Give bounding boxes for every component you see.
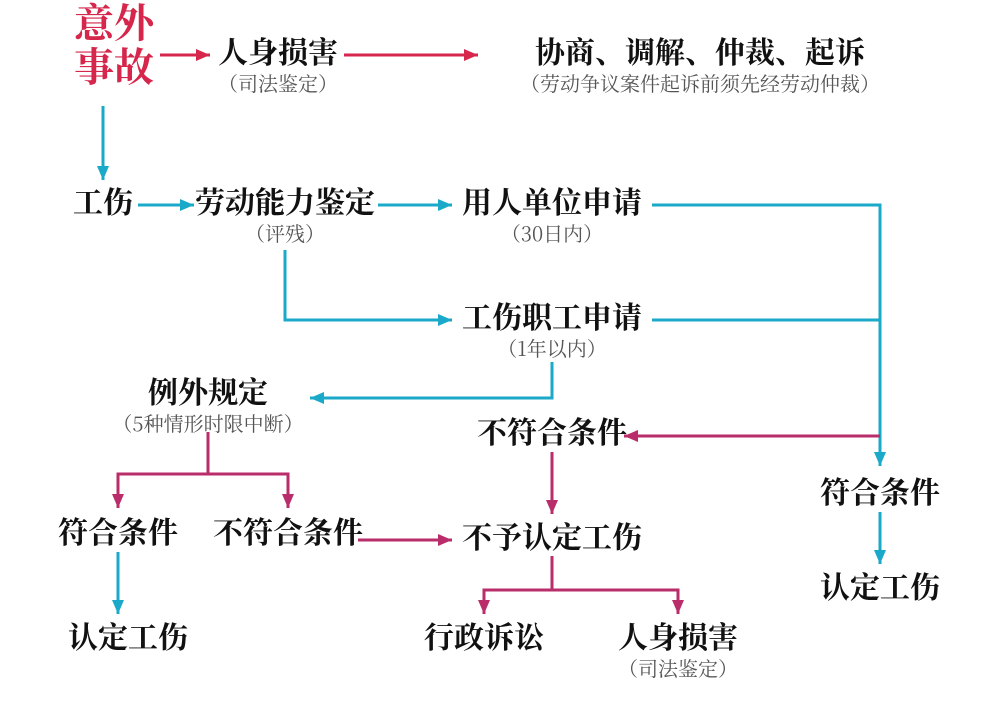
node-title: 行政诉讼: [424, 613, 545, 657]
edge: [118, 432, 208, 508]
node-title: 不符合条件: [213, 508, 363, 552]
edge: [208, 474, 288, 508]
node-title: 认定工伤: [68, 613, 188, 657]
node-title: 事故: [74, 36, 154, 93]
arrow-head-icon: [438, 199, 452, 211]
node-ability: 劳动能力鉴定（评残）: [195, 178, 375, 247]
node-passR: 符合条件: [820, 468, 940, 512]
node-fail1: 不符合条件: [477, 408, 627, 452]
arrow-head-icon: [282, 494, 294, 508]
edge: [652, 205, 880, 466]
edge: [285, 250, 452, 320]
node-dispute: 协商、调解、仲裁、起诉（劳动争议案件起诉前须先经劳动仲裁）: [520, 28, 880, 97]
node-title: 不符合条件: [477, 408, 627, 452]
arrow-head-icon: [874, 452, 886, 466]
node-deny: 不予认定工伤: [462, 513, 642, 557]
node-subtitle: （劳动争议案件起诉前须先经劳动仲裁）: [520, 68, 880, 97]
node-personal2: 人身损害（司法鉴定）: [618, 613, 738, 682]
node-subtitle: （30日内）: [501, 218, 603, 247]
edge: [484, 556, 552, 614]
node-title: 符合条件: [58, 508, 178, 552]
arrow-head-icon: [672, 600, 684, 614]
arrow-head-icon: [112, 494, 124, 508]
node-root: 意外事故: [74, 0, 158, 93]
node-title: 工伤: [73, 178, 133, 222]
node-title: 符合条件: [820, 468, 940, 512]
node-subtitle: （评残）: [245, 218, 325, 247]
edge: [310, 362, 552, 398]
arrow-head-icon: [478, 600, 490, 614]
node-subtitle: （司法鉴定）: [218, 68, 338, 97]
arrow-head-icon: [438, 314, 452, 326]
arrow-head-icon: [438, 534, 452, 546]
node-fail2: 不符合条件: [213, 508, 363, 552]
node-approveR: 认定工伤: [820, 563, 940, 607]
arrow-head-icon: [464, 49, 478, 61]
node-exception: 例外规定（5种情形时限中断）: [112, 368, 303, 437]
node-title: 例外规定: [148, 368, 268, 412]
node-title: 认定工伤: [820, 563, 940, 607]
node-title: 劳动能力鉴定: [195, 178, 375, 222]
node-title: 人身损害: [618, 613, 738, 657]
node-workinj: 工伤: [73, 178, 133, 222]
node-title: 工伤职工申请: [462, 293, 642, 337]
node-personal: 人身损害（司法鉴定）: [218, 28, 338, 97]
node-title: 协商、调解、仲裁、起诉: [535, 28, 866, 72]
edge: [552, 590, 678, 614]
node-title: 不予认定工伤: [462, 513, 642, 557]
arrow-head-icon: [196, 49, 210, 61]
node-subtitle: （5种情形时限中断）: [112, 408, 303, 437]
node-subtitle: （司法鉴定）: [618, 653, 738, 682]
node-passL: 符合条件: [58, 508, 178, 552]
arrow-head-icon: [546, 500, 558, 514]
flowchart-canvas: 意外事故人身损害（司法鉴定）协商、调解、仲裁、起诉（劳动争议案件起诉前须先经劳动…: [0, 0, 1007, 702]
node-employer: 用人单位申请（30日内）: [462, 178, 642, 247]
arrow-head-icon: [112, 600, 124, 614]
arrow-head-icon: [180, 199, 194, 211]
arrow-head-icon: [310, 392, 324, 404]
arrow-head-icon: [874, 550, 886, 564]
node-subtitle: （1年以内）: [497, 333, 606, 362]
node-title: 用人单位申请: [462, 178, 642, 222]
node-approveL: 认定工伤: [68, 613, 188, 657]
node-litigate: 行政诉讼: [424, 613, 545, 657]
node-employee: 工伤职工申请（1年以内）: [462, 293, 642, 362]
node-title: 人身损害: [218, 28, 338, 72]
